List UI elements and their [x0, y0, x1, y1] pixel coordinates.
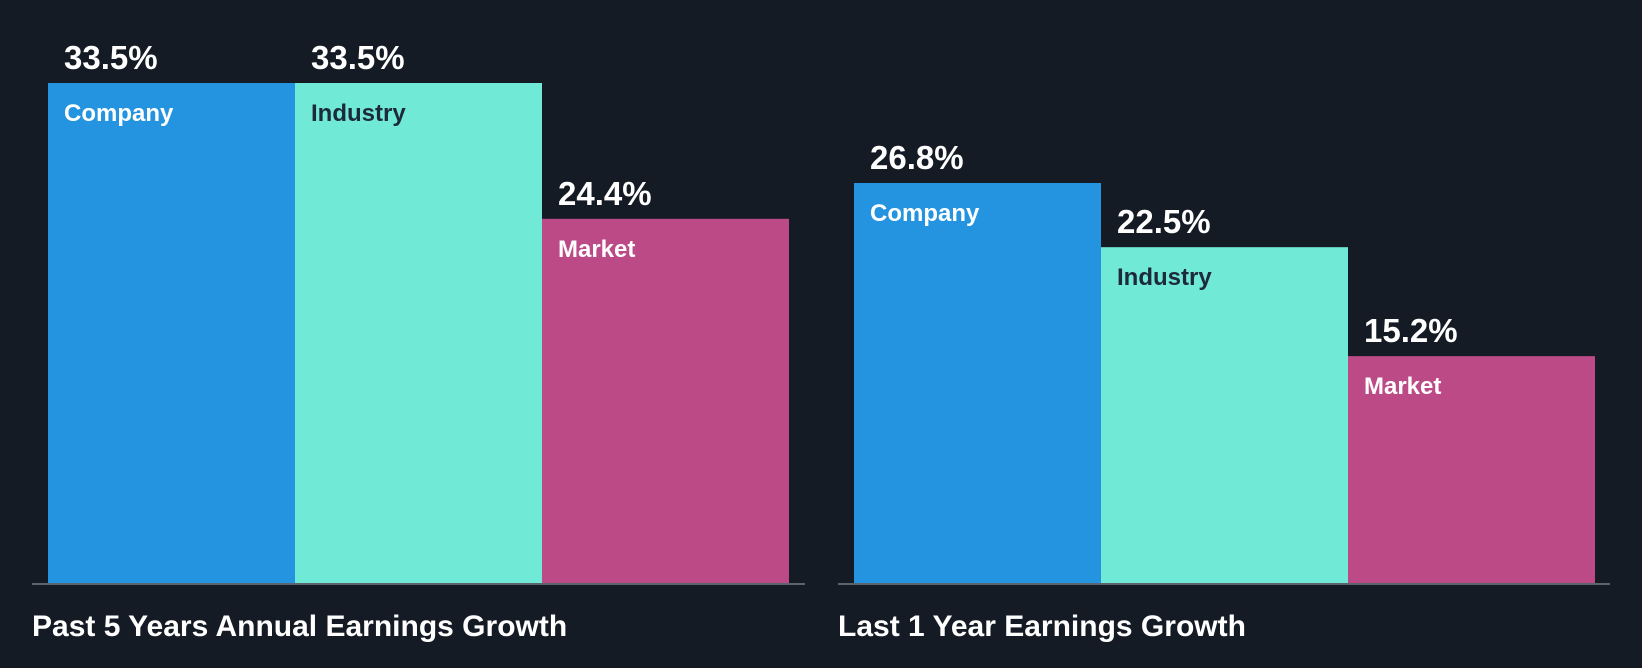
- value-label-company: 33.5%: [64, 39, 158, 76]
- value-label-industry: 33.5%: [311, 39, 405, 76]
- chart-title: Last 1 Year Earnings Growth: [838, 610, 1246, 643]
- bar-market: [1348, 356, 1595, 583]
- value-label-company: 26.8%: [870, 139, 964, 176]
- bar-company: [48, 83, 295, 583]
- category-label-company: Company: [870, 200, 980, 227]
- bar-industry: [1101, 247, 1348, 583]
- bar-company: [854, 183, 1101, 583]
- value-label-market: 24.4%: [558, 175, 652, 212]
- value-label-industry: 22.5%: [1117, 203, 1211, 240]
- bar-industry: [295, 83, 542, 583]
- chart-title: Past 5 Years Annual Earnings Growth: [32, 610, 567, 643]
- bar-market: [542, 218, 789, 583]
- category-label-industry: Industry: [311, 100, 406, 127]
- category-label-industry: Industry: [1117, 264, 1212, 291]
- category-label-company: Company: [64, 100, 174, 127]
- category-label-market: Market: [1364, 373, 1441, 400]
- panel-past-5-years: 33.5% Company 33.5% Industry 24.4% Market Past…: [32, 39, 805, 643]
- category-label-market: Market: [558, 236, 635, 263]
- value-label-market: 15.2%: [1364, 312, 1458, 349]
- panel-last-1-year: 26.8% Company 22.5% Industry 15.2% Market Last…: [838, 139, 1610, 643]
